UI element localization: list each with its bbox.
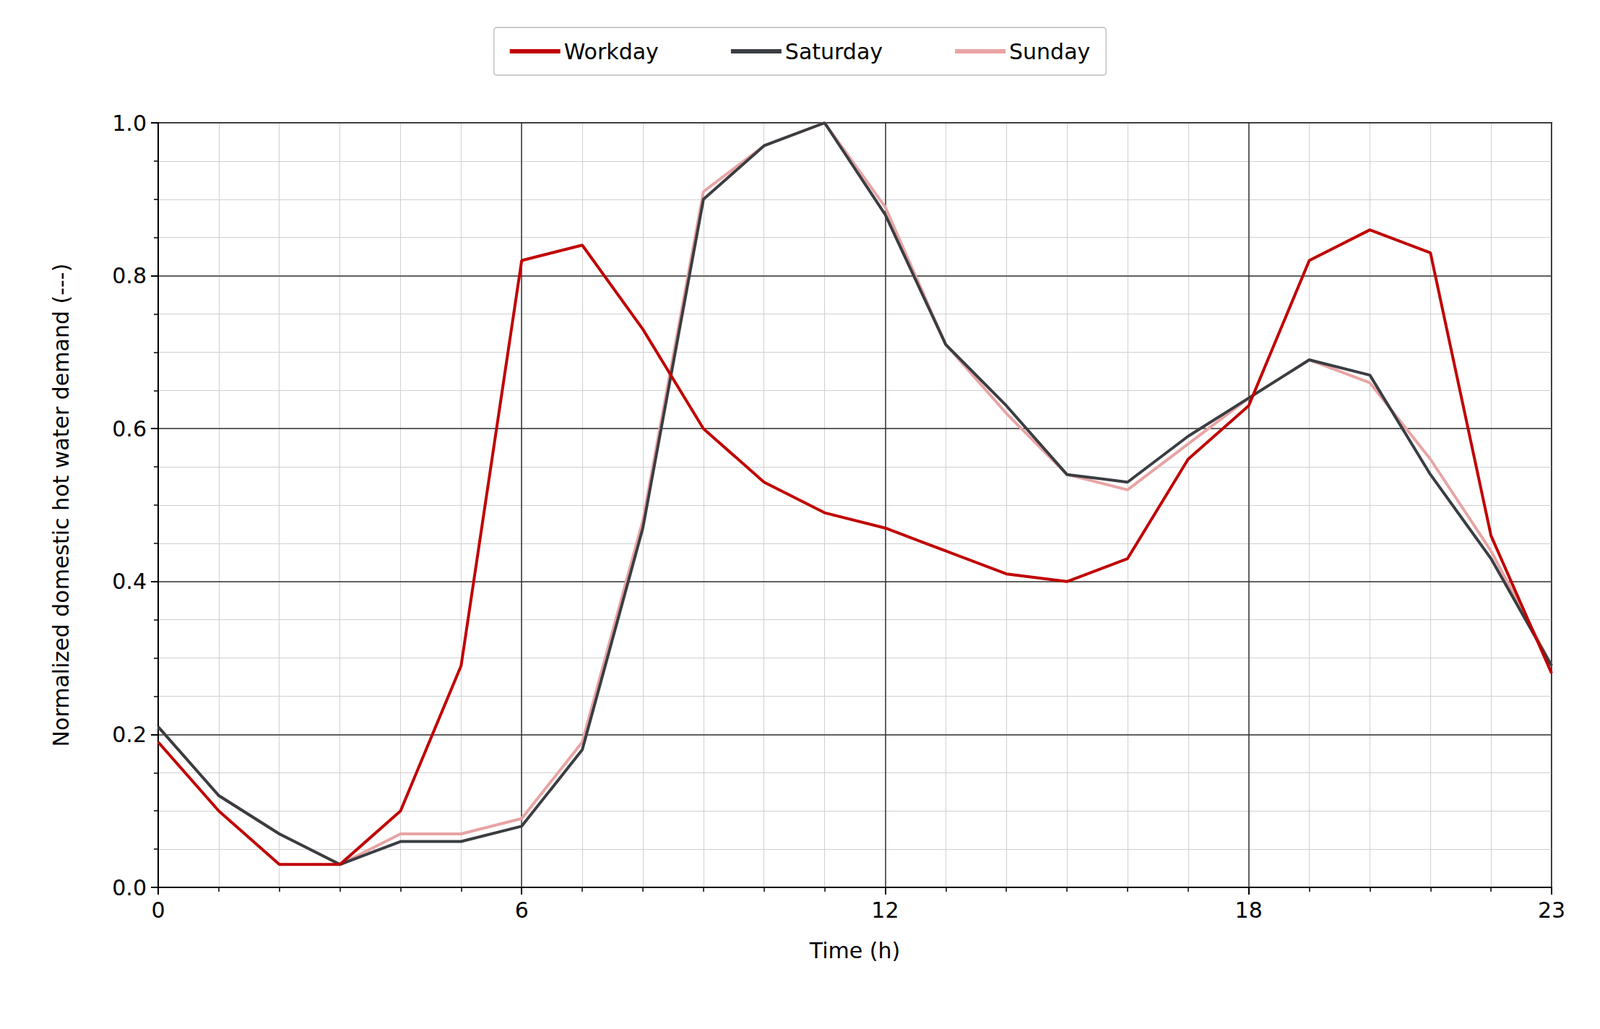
- svg-text:0.0: 0.0: [111, 874, 147, 901]
- svg-text:0.8: 0.8: [111, 262, 147, 289]
- svg-text:Sunday: Sunday: [1009, 39, 1091, 65]
- svg-text:0.6: 0.6: [111, 416, 147, 442]
- svg-text:Normalized domestic hot water: Normalized domestic hot water demand (--…: [48, 263, 74, 747]
- svg-text:12: 12: [871, 897, 899, 923]
- svg-text:Workday: Workday: [564, 39, 659, 65]
- svg-text:0.2: 0.2: [111, 721, 147, 747]
- svg-text:0.4: 0.4: [111, 568, 147, 594]
- svg-text:23: 23: [1537, 897, 1566, 923]
- svg-text:6: 6: [515, 897, 529, 923]
- svg-text:Saturday: Saturday: [785, 39, 883, 65]
- svg-text:Time (h): Time (h): [809, 937, 901, 963]
- svg-text:0: 0: [150, 897, 165, 923]
- svg-text:18: 18: [1235, 897, 1263, 923]
- svg-text:1.0: 1.0: [111, 110, 147, 136]
